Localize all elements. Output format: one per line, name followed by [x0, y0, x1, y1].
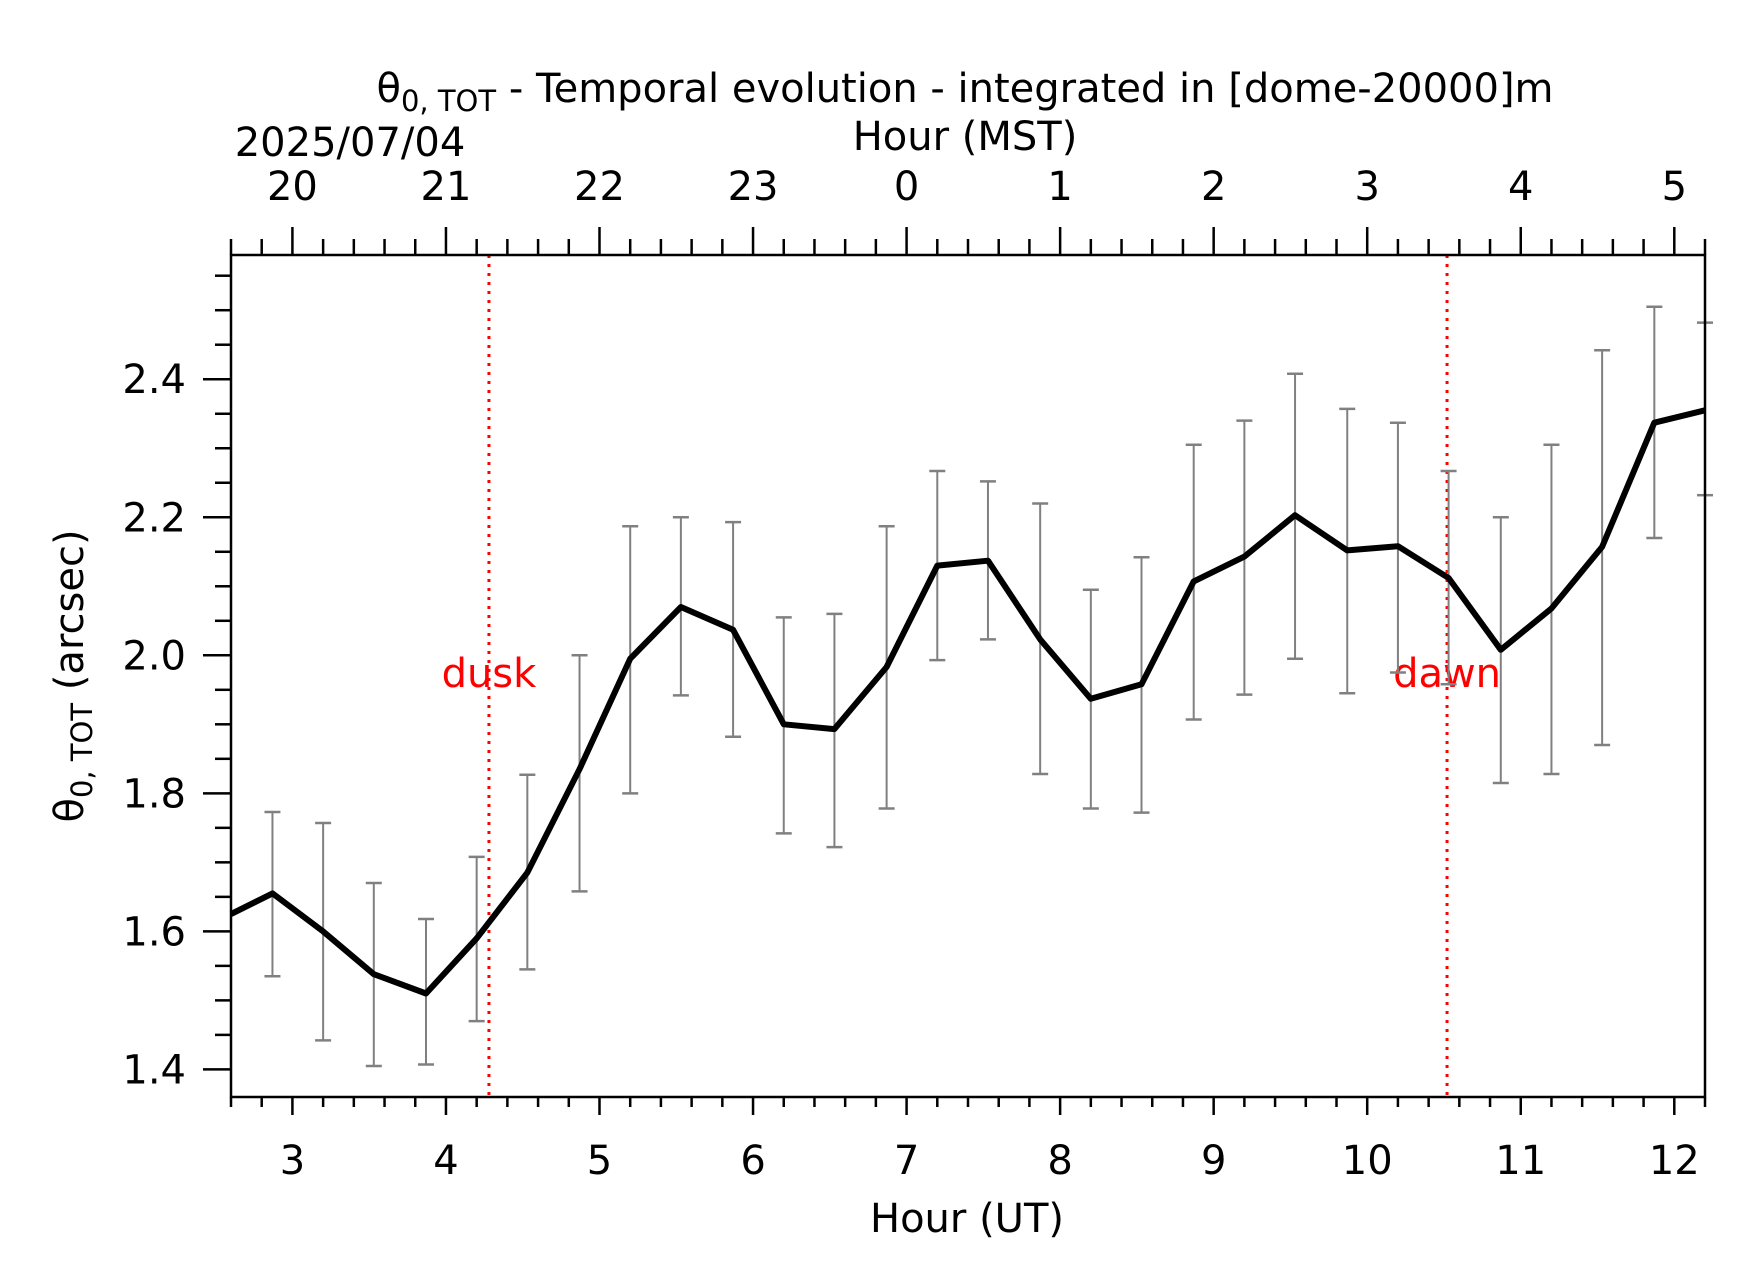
x-tick-label: 6	[740, 1138, 765, 1184]
x-tick-label: 4	[433, 1138, 458, 1184]
y-tick-label: 2.4	[122, 357, 186, 403]
y-axis-label-subscript: 0, TOT	[65, 703, 99, 798]
date-label: 2025/07/04	[235, 120, 466, 166]
x-tick-label: 8	[1047, 1138, 1072, 1184]
top-tick-label: 1	[1047, 164, 1072, 210]
top-tick-label: 21	[421, 164, 472, 210]
plot-frame	[229, 253, 1707, 1099]
x-axis-top-label: Hour (MST)	[853, 114, 1078, 160]
chart-title-text: - Temporal evolution - integrated in [do…	[496, 66, 1553, 112]
x-tick-label: 7	[894, 1138, 919, 1184]
x-axis-top-ticks: 20 21 22 23 0 1 2 3 4 5	[229, 164, 1707, 255]
top-tick-label: 22	[574, 164, 625, 210]
x-axis-label: Hour (UT)	[870, 1196, 1064, 1242]
chart-title: θ0, TOT - Temporal evolution - integrate…	[376, 66, 1553, 118]
x-tick-label: 12	[1649, 1138, 1700, 1184]
chart-title-symbol: θ	[376, 66, 400, 112]
x-tick-label: 10	[1342, 1138, 1393, 1184]
event-markers: dusk dawn	[442, 255, 1501, 1097]
top-tick-label: 3	[1354, 164, 1379, 210]
chart-title-subscript: 0, TOT	[401, 84, 496, 118]
top-tick-label: 4	[1508, 164, 1533, 210]
marker-label-dusk: dusk	[442, 651, 538, 697]
marker-label-dawn: dawn	[1393, 651, 1501, 697]
y-tick-label: 1.4	[122, 1047, 186, 1093]
series-line	[229, 407, 1706, 997]
top-tick-label: 2	[1201, 164, 1226, 210]
y-axis-label-text: (arcsec)	[47, 529, 93, 702]
x-tick-label: 9	[1201, 1138, 1226, 1184]
top-tick-label: 0	[894, 164, 919, 210]
y-tick-label: 2.0	[122, 633, 186, 679]
y-axis-label: θ0, TOT (arcsec)	[47, 529, 99, 822]
y-tick-label: 1.6	[122, 909, 186, 955]
y-tick-label: 2.2	[122, 495, 186, 541]
x-axis-bottom-ticks: 3 4 5 6 7 8 9 10 11 12	[229, 1097, 1707, 1184]
y-axis-label-symbol: θ	[47, 798, 93, 822]
x-tick-label: 11	[1495, 1138, 1546, 1184]
top-tick-label: 5	[1662, 164, 1687, 210]
x-tick-label: 3	[280, 1138, 305, 1184]
top-tick-label: 20	[267, 164, 318, 210]
top-tick-label: 23	[728, 164, 779, 210]
y-axis-ticks: 1.4 1.6 1.8 2.0 2.2 2.4	[122, 274, 231, 1093]
x-tick-label: 5	[587, 1138, 612, 1184]
y-tick-label: 1.8	[122, 771, 186, 817]
